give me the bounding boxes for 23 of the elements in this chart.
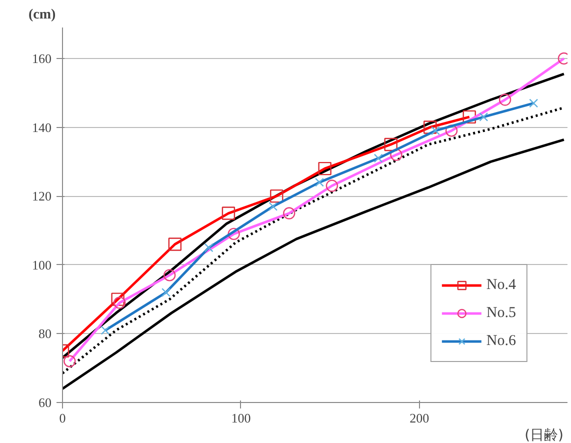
y-tick-label: 140 — [32, 120, 52, 135]
point — [384, 138, 398, 152]
y-tick-label: 80 — [38, 326, 52, 342]
x-axis-title: (日齢) — [524, 428, 564, 443]
point — [222, 206, 236, 220]
point — [423, 120, 437, 134]
legend-label: No.4 — [486, 276, 516, 294]
legend-label: No.6 — [486, 332, 516, 350]
legend-label: No.5 — [486, 304, 516, 322]
y-tick-label: 160 — [32, 50, 52, 66]
point — [168, 238, 182, 251]
point — [318, 162, 332, 176]
y-tick-label: 100 — [32, 257, 52, 272]
y-tick-label: 60 — [38, 395, 52, 410]
x-tick-label: 0 — [59, 410, 66, 426]
y-axis-title: (cm) — [28, 8, 56, 22]
line-series — [62, 138, 566, 390]
x-tick-label: 200 — [410, 410, 430, 426]
x-tick-label: 100 — [231, 410, 251, 426]
point — [270, 189, 284, 203]
y-tick-label: 120 — [32, 188, 52, 204]
point — [111, 292, 124, 306]
point — [462, 110, 476, 124]
